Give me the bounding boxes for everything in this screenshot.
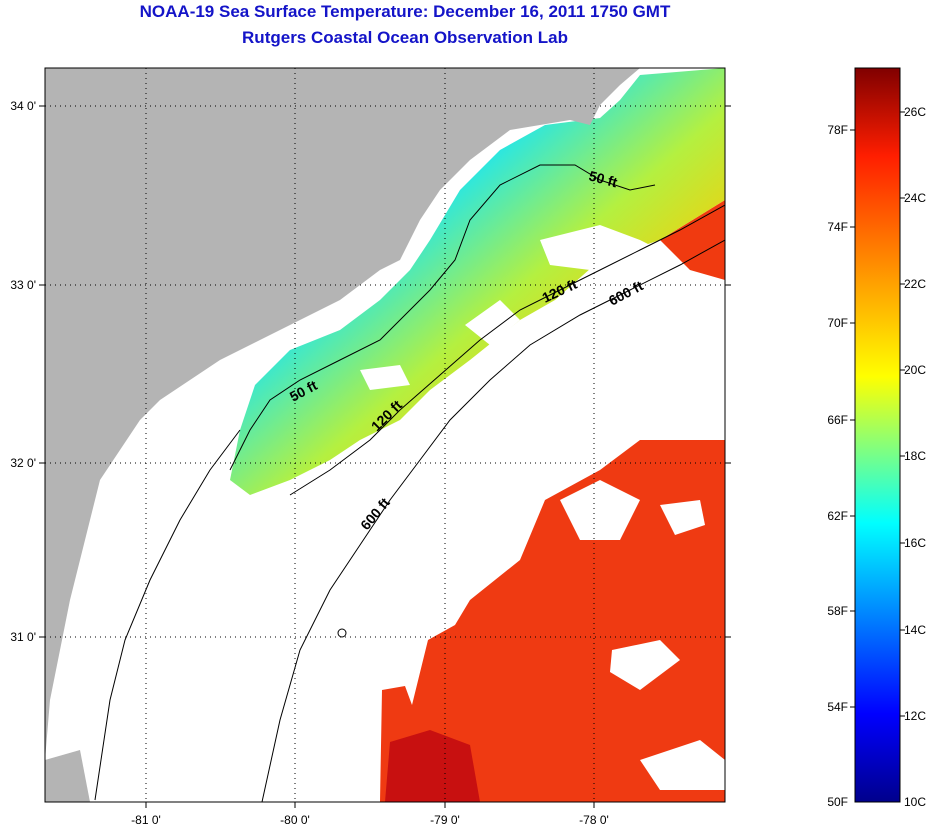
plot-frame	[44, 67, 726, 803]
map-subtitle: Rutgers Coastal Ocean Observation Lab	[242, 28, 568, 47]
colorbar-c-label: 16C	[904, 536, 926, 550]
warm-water-region	[380, 440, 725, 802]
cloud-patch	[540, 225, 660, 270]
lat-label: 33 0'	[10, 278, 36, 292]
isobath-120ft	[289, 204, 725, 496]
hot-water-northeast	[660, 200, 725, 280]
lat-label: 34 0'	[10, 99, 36, 113]
colorbar-f-label: 54F	[827, 700, 848, 714]
colorbar-c-label: 24C	[904, 191, 926, 205]
lon-label: -78 0'	[579, 813, 609, 827]
lon-label: -79 0'	[430, 813, 460, 827]
colorbar-c-label: 22C	[904, 277, 926, 291]
land-mass	[45, 68, 640, 760]
seamount-contour	[337, 628, 347, 638]
lat-label: 32 0'	[10, 456, 36, 470]
grid	[45, 68, 725, 802]
colorbar-f-label: 66F	[827, 413, 848, 427]
colorbar-f-label: 50F	[827, 795, 848, 809]
lon-label: -80 0'	[280, 813, 310, 827]
isobath-50ft	[229, 164, 656, 471]
colorbar-f-label: 74F	[827, 220, 848, 234]
colorbar-c-label: 12C	[904, 709, 926, 723]
cloud-patch	[660, 500, 705, 535]
isobath-600ft	[261, 239, 725, 802]
map-title: NOAA-19 Sea Surface Temperature: Decembe…	[139, 2, 671, 21]
lat-label: 31 0'	[10, 630, 36, 644]
colorbar-f-label: 62F	[827, 509, 848, 523]
colorbar-f-label: 78F	[827, 123, 848, 137]
cloud-patch	[465, 300, 520, 345]
isobath-label: 50 ft	[587, 167, 619, 190]
warm-water-dark-patch	[385, 730, 480, 802]
colorbar-c-label: 26C	[904, 105, 926, 119]
colorbar-f-label: 58F	[827, 604, 848, 618]
land-mass	[45, 750, 90, 802]
cloud-patch	[610, 640, 680, 690]
cloud-patch	[360, 365, 410, 390]
colorbar-ticks	[850, 111, 905, 717]
shelf-water	[230, 68, 725, 495]
colorbar-c-label: 20C	[904, 363, 926, 377]
inner-shelf-outline	[94, 429, 241, 801]
colorbar	[854, 67, 901, 803]
colorbar-f-label: 70F	[827, 316, 848, 330]
axis-ticks	[39, 105, 731, 808]
cloud-patch	[560, 480, 640, 540]
colorbar-c-label: 18C	[904, 449, 926, 463]
cloud-patch	[640, 740, 725, 790]
colorbar-c-label: 14C	[904, 623, 926, 637]
colorbar-c-label: 10C	[904, 795, 926, 809]
lon-label: -81 0'	[131, 813, 161, 827]
